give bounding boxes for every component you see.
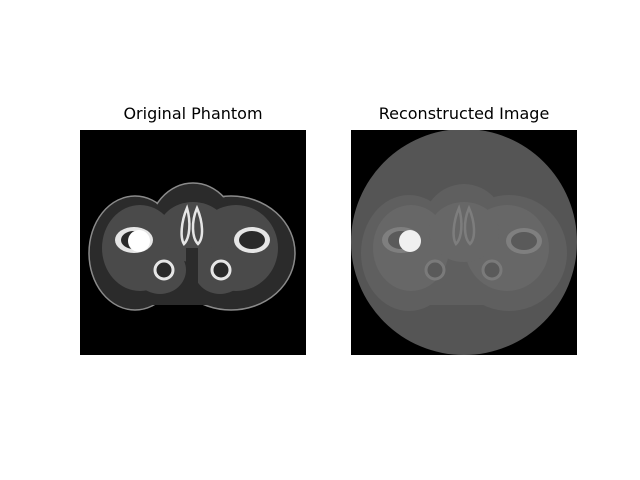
reconstruction-slice-svg — [351, 130, 577, 355]
central-gap — [186, 248, 198, 288]
recon-right-femur — [506, 228, 542, 254]
reconstructed-image-title: Reconstructed Image — [321, 104, 607, 123]
original-phantom-image — [80, 130, 306, 355]
right-femur — [234, 227, 270, 253]
left-femur — [115, 227, 153, 253]
original-phantom-title: Original Phantom — [50, 104, 336, 123]
reconstructed-image — [351, 130, 577, 355]
reconstructed-image-panel: Reconstructed Image — [351, 0, 577, 480]
original-phantom-panel: Original Phantom — [80, 0, 306, 480]
phantom-slice-svg — [80, 130, 306, 355]
